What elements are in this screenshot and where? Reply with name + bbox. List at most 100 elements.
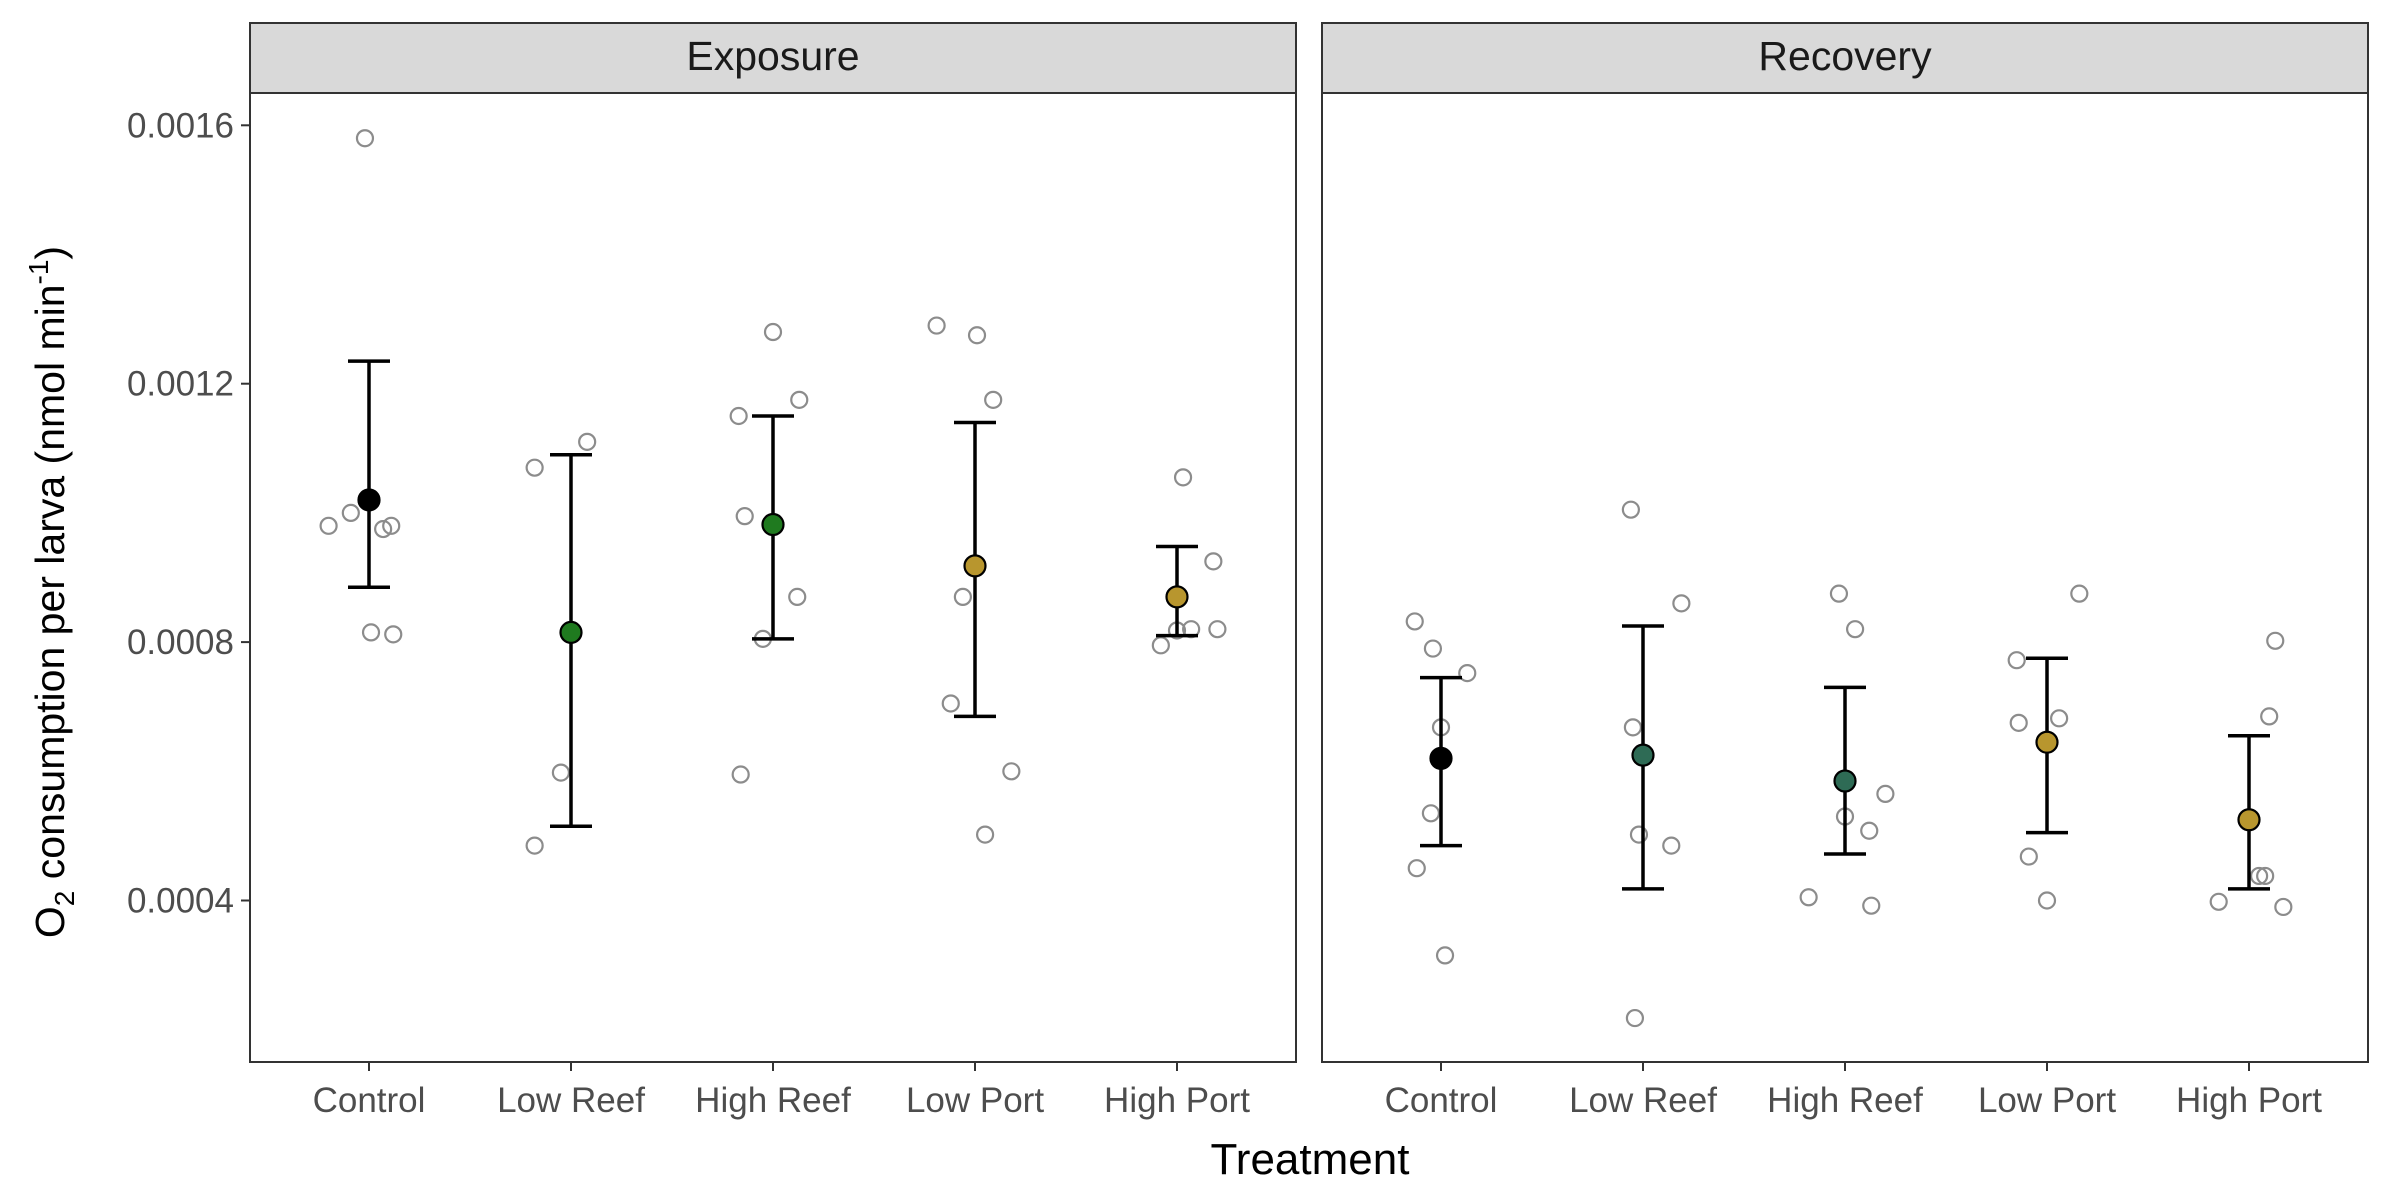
data-point xyxy=(361,623,381,642)
x-axis-title: Treatment xyxy=(1211,1135,1410,1184)
data-point xyxy=(729,406,748,426)
data-point xyxy=(1829,584,1849,603)
data-point xyxy=(551,763,571,782)
y-tick-label: 0.0008 xyxy=(127,623,234,662)
mean-point xyxy=(1833,769,1857,793)
data-point xyxy=(1621,500,1640,519)
data-point xyxy=(1629,825,1649,844)
y-axis-title-suffix: ) xyxy=(27,246,73,260)
data-point xyxy=(1799,888,1818,907)
data-point xyxy=(731,765,750,784)
data-point xyxy=(2070,584,2089,603)
data-point xyxy=(975,825,995,844)
mean-point xyxy=(1631,743,1655,767)
data-point xyxy=(1458,664,1477,683)
group-high-port: High Port xyxy=(2176,631,2322,1120)
group-control: Control xyxy=(313,129,426,1120)
data-point xyxy=(1860,821,1879,840)
data-point xyxy=(1623,718,1643,737)
data-point xyxy=(2266,631,2285,650)
data-point xyxy=(1173,468,1193,487)
data-point xyxy=(2209,892,2228,911)
group-high-port: High Port xyxy=(1104,468,1250,1120)
mean-point xyxy=(559,620,583,645)
data-point xyxy=(1662,836,1681,855)
x-tick-label: Low Port xyxy=(906,1081,1044,1120)
x-tick-label: Low Reef xyxy=(497,1081,645,1120)
data-point xyxy=(1405,612,1424,631)
x-tick-label: High Port xyxy=(2176,1081,2322,1120)
data-point xyxy=(763,322,783,342)
data-point xyxy=(525,836,544,855)
group-low-port: Low Port xyxy=(906,316,1044,1120)
group-low-port: Low Port xyxy=(1978,584,2116,1120)
panel-recovery: Recovery Control Low Reef High Reef Low Port… xyxy=(1321,22,2369,1120)
panels-layer: Exposure 0.0004 0.0008 0.0012 0.0016 Control L… xyxy=(127,22,2369,1120)
x-tick-label: Control xyxy=(1385,1081,1498,1120)
strip-background xyxy=(1321,22,2369,94)
mean-point xyxy=(1429,746,1453,770)
data-point xyxy=(2260,707,2279,726)
y-axis-title-prefix: O xyxy=(27,906,73,938)
mean-point xyxy=(2237,808,2261,832)
data-point xyxy=(1423,639,1443,658)
data-point xyxy=(1407,859,1426,878)
data-point xyxy=(1204,552,1223,571)
mean-point xyxy=(761,512,785,537)
data-point xyxy=(2050,709,2069,728)
data-point xyxy=(1876,784,1895,804)
plot-panel xyxy=(1321,92,2369,1063)
data-point xyxy=(1672,594,1691,613)
strip-label: Exposure xyxy=(686,33,859,79)
group-control: Control xyxy=(1385,612,1498,1120)
group-high-reef: High Reef xyxy=(695,322,851,1120)
mean-point xyxy=(357,488,381,512)
data-point xyxy=(2274,897,2293,917)
group-high-reef: High Reef xyxy=(1767,584,1923,1120)
data-point xyxy=(1002,762,1021,781)
data-point xyxy=(790,390,809,409)
data-point xyxy=(1625,1008,1645,1028)
data-point xyxy=(2007,651,2026,670)
data-point xyxy=(941,694,960,713)
data-point xyxy=(525,458,544,477)
y-axis-title-subscript: 2 xyxy=(49,891,80,907)
strip-background xyxy=(249,22,1297,94)
data-point xyxy=(1421,804,1441,823)
y-tick-label: 0.0012 xyxy=(127,365,234,404)
y-tick-label: 0.0004 xyxy=(127,882,234,921)
strip-label: Recovery xyxy=(1758,33,1932,79)
data-point xyxy=(2019,847,2038,866)
mean-point xyxy=(2035,730,2059,754)
data-point xyxy=(2250,866,2269,886)
x-tick-label: High Port xyxy=(1104,1081,1250,1120)
data-point xyxy=(1845,620,1865,639)
mean-point xyxy=(1165,585,1189,609)
data-point xyxy=(374,519,393,539)
x-tick-label: High Reef xyxy=(695,1081,851,1120)
x-tick-label: Low Reef xyxy=(1569,1081,1717,1120)
data-point xyxy=(341,503,360,523)
data-point xyxy=(788,587,807,606)
data-point xyxy=(319,516,338,535)
data-point xyxy=(1435,946,1455,965)
data-point xyxy=(1862,896,1881,915)
data-point xyxy=(927,316,946,335)
data-point xyxy=(735,507,754,526)
data-point xyxy=(2037,891,2057,910)
data-point xyxy=(578,432,597,451)
y-axis-title-superscript: -1 xyxy=(23,260,54,285)
x-tick-label: Control xyxy=(313,1081,426,1120)
group-low-reef: Low Reef xyxy=(497,432,645,1120)
x-tick-label: Low Port xyxy=(1978,1081,2116,1120)
data-point xyxy=(967,326,987,345)
mean-point xyxy=(963,554,987,578)
y-tick-label: 0.0016 xyxy=(127,106,234,145)
data-point xyxy=(953,587,972,606)
y-axis-title: O2 consumption per larva (nmol min-1) xyxy=(23,246,80,938)
data-point xyxy=(984,390,1003,409)
data-point xyxy=(1208,620,1227,639)
y-axis-title-main: consumption per larva (nmol min xyxy=(27,284,73,890)
data-point xyxy=(355,129,375,148)
